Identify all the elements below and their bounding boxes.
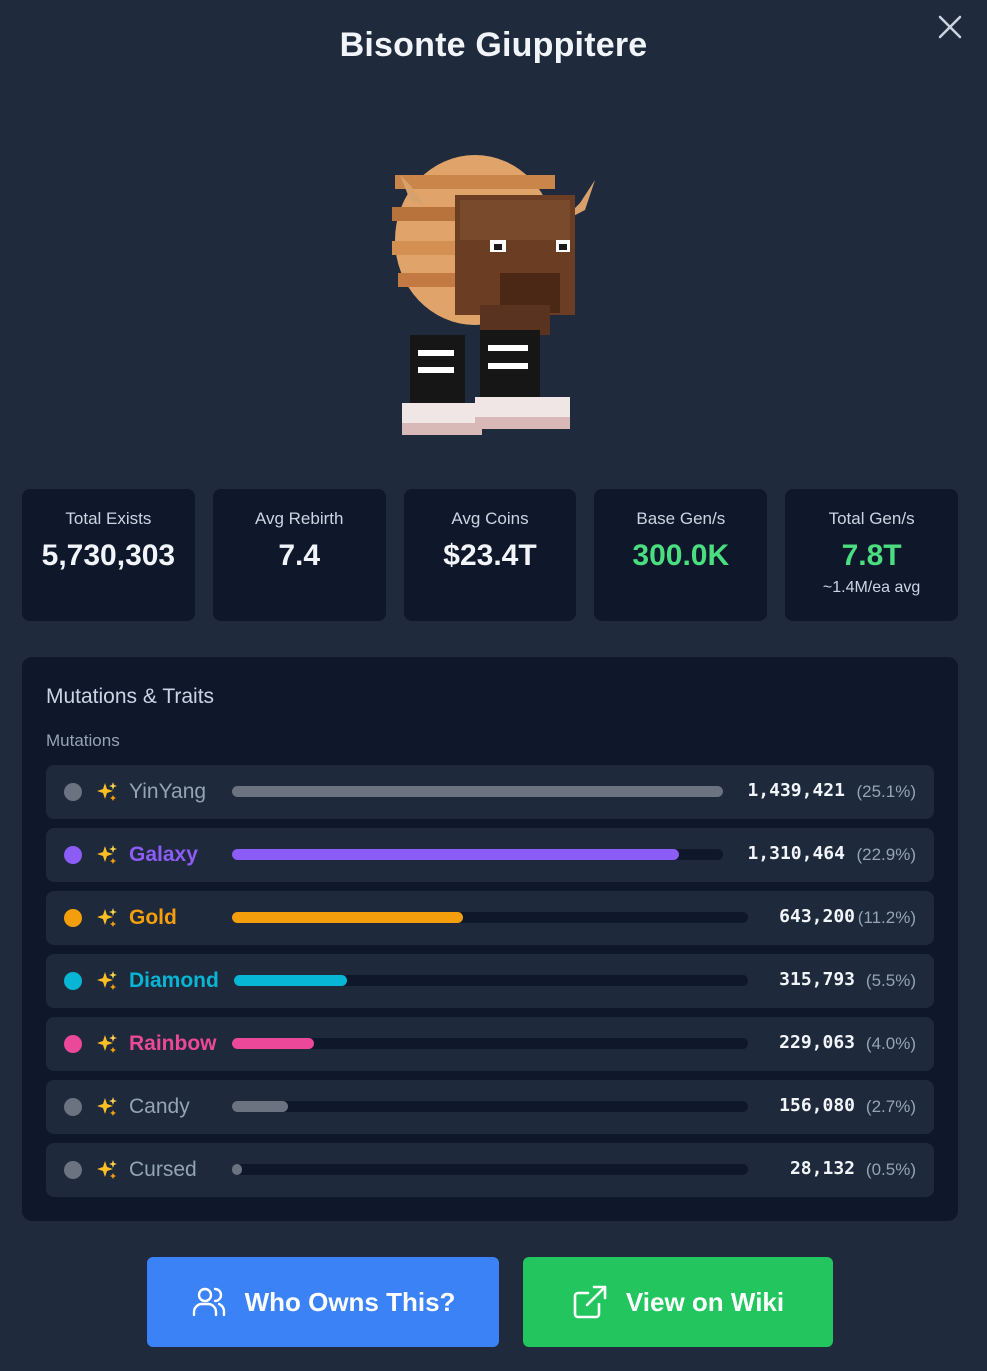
mutation-count: 315,793 (779, 969, 855, 990)
stat-total-gen: Total Gen/s 7.8T ~1.4M/ea avg (785, 489, 958, 621)
mutation-count: 1,439,421 (747, 780, 845, 801)
mutation-bar-fill (232, 912, 463, 923)
mutation-percent: (0.5%) (865, 1160, 916, 1179)
sparkles-icon (97, 782, 117, 801)
mutation-dot (64, 1098, 82, 1116)
mutation-bar-fill (232, 1038, 315, 1049)
mutation-percent: (5.5%) (865, 971, 916, 990)
view-wiki-button[interactable]: View on Wiki (523, 1257, 833, 1347)
mutation-bar-fill (232, 786, 723, 797)
view-wiki-label: View on Wiki (625, 1286, 785, 1317)
mutation-bar-fill (232, 1101, 288, 1112)
stat-value: 5,730,303 (41, 539, 176, 572)
mutation-row: Candy 156,080 (2.7%) (46, 1080, 934, 1134)
mutations-panel: Mutations & Traits Mutations YinYang 1,43… (22, 657, 958, 1221)
stat-base-gen: Base Gen/s 300.0K (594, 489, 768, 621)
mutation-name: YinYang (129, 780, 207, 803)
mutation-name: Rainbow (129, 1032, 217, 1055)
mutation-percent: (22.9%) (856, 845, 916, 864)
stat-label: Avg Rebirth (254, 509, 344, 528)
stat-avg-rebirth: Avg Rebirth 7.4 (212, 489, 386, 621)
mutation-percent: (4.0%) (865, 1034, 916, 1053)
mutation-bar-track (232, 849, 723, 860)
stat-sub: ~1.4M/ea avg (822, 579, 921, 596)
stat-value: 300.0K (632, 539, 730, 572)
stat-total-exists: Total Exists 5,730,303 (22, 489, 195, 621)
mutation-dot (64, 783, 82, 801)
mutation-bar-track (232, 786, 723, 797)
mutation-name: Diamond (129, 969, 219, 992)
who-owns-label: Who Owns This? (244, 1286, 456, 1317)
who-owns-button[interactable]: Who Owns This? (147, 1257, 499, 1347)
mutation-count: 156,080 (779, 1095, 855, 1116)
mutation-dot (64, 909, 82, 927)
mutation-name: Candy (129, 1095, 190, 1118)
stat-avg-coins: Avg Coins $23.4T (403, 489, 577, 621)
mutation-percent: (2.7%) (865, 1097, 916, 1116)
mutation-row: Diamond 315,793 (5.5%) (46, 954, 934, 1008)
stats-row: Total Exists 5,730,303 Avg Rebirth 7.4 A… (22, 489, 958, 621)
mutation-bar-fill (232, 849, 679, 860)
mutation-bar-track (232, 1164, 748, 1175)
mutation-name: Cursed (129, 1158, 197, 1181)
stat-label: Base Gen/s (636, 509, 726, 528)
stat-value: $23.4T (443, 539, 537, 572)
mutation-percent: (25.1%) (856, 782, 916, 801)
mutation-count: 28,132 (789, 1158, 855, 1179)
panel-title: Mutations & Traits (46, 685, 215, 708)
close-icon[interactable] (935, 12, 965, 42)
stat-value: 7.4 (278, 539, 321, 572)
mutation-dot (64, 846, 82, 864)
users-icon (192, 1287, 225, 1317)
stat-label: Avg Coins (451, 509, 529, 528)
external-link-icon (573, 1285, 607, 1319)
mutation-row: Cursed 28,132 (0.5%) (46, 1143, 934, 1197)
mutation-count: 643,200 (779, 906, 855, 927)
mutation-count: 1,310,464 (747, 843, 845, 864)
mutation-row: Gold 643,200 (11.2%) (46, 891, 934, 945)
mutation-name: Gold (129, 906, 177, 929)
mutation-bar-track (232, 1101, 748, 1112)
mutation-row: YinYang 1,439,421 (25.1%) (46, 765, 934, 819)
stat-value: 7.8T (841, 539, 902, 572)
pet-image (392, 155, 595, 435)
sparkles-icon (97, 971, 117, 990)
sparkles-icon (97, 1097, 117, 1116)
sparkles-icon (97, 1034, 117, 1053)
stat-label: Total Exists (65, 509, 152, 528)
mutation-row: Rainbow 229,063 (4.0%) (46, 1017, 934, 1071)
mutation-bar-fill (232, 1164, 243, 1175)
sparkles-icon (97, 908, 117, 927)
mutation-bar-fill (234, 975, 347, 986)
mutation-dot (64, 1161, 82, 1179)
mutation-name: Galaxy (129, 843, 198, 866)
sparkles-icon (97, 1160, 117, 1179)
mutation-percent: (11.2%) (857, 908, 916, 927)
mutation-row: Galaxy 1,310,464 (22.9%) (46, 828, 934, 882)
mutation-list: YinYang 1,439,421 (25.1%) Galaxy 1,310,464 (2… (46, 765, 934, 1206)
mutation-dot (64, 972, 82, 990)
mutation-bar-track (232, 912, 748, 923)
sparkles-icon (97, 845, 117, 864)
modal-title: Bisonte Giuppitere (339, 26, 648, 64)
section-label: Mutations (46, 731, 120, 750)
mutation-bar-track (234, 975, 748, 986)
mutation-count: 229,063 (779, 1032, 855, 1053)
mutation-bar-track (232, 1038, 748, 1049)
stat-label: Total Gen/s (828, 509, 915, 528)
mutation-dot (64, 1035, 82, 1053)
